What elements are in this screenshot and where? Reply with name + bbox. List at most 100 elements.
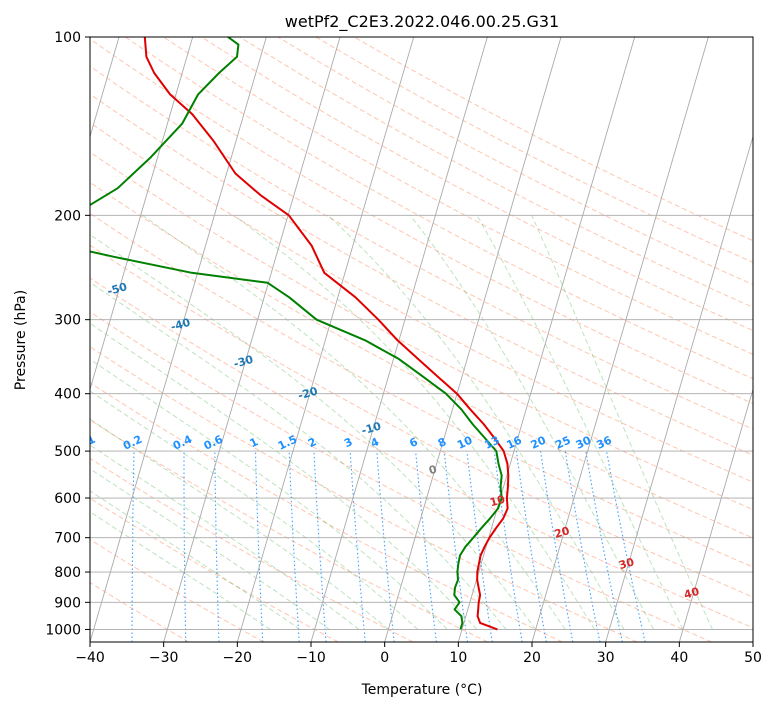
- moist-adiabat-line: [327, 214, 625, 630]
- isotherm-label: 10: [488, 493, 507, 510]
- y-tick-label: 1000: [45, 622, 81, 638]
- mixing-ratio-line: [605, 450, 646, 642]
- mixing-ratio-label: 1.5: [276, 433, 299, 453]
- y-axis-label: Pressure (hPa): [13, 290, 29, 390]
- x-tick-label: 10: [449, 650, 467, 666]
- x-tick-label: 0: [380, 650, 389, 666]
- moist-adiabat-line: [90, 490, 301, 630]
- isotherm-label: 20: [553, 524, 572, 541]
- x-tick-label: 20: [523, 650, 541, 666]
- mixing-ratio-label: 10: [455, 433, 475, 451]
- dry-adiabat-line: [90, 93, 753, 456]
- mixing-ratio-label: 6: [407, 435, 420, 450]
- mixing-ratio-line: [585, 451, 623, 642]
- dry-adiabat-line: [90, 457, 414, 642]
- mixing-ratio-label: 8: [436, 435, 448, 450]
- moist-adiabat-line: [90, 418, 389, 630]
- y-tick-label: 300: [54, 313, 81, 329]
- mixing-ratio-label: 0.4: [171, 433, 194, 453]
- moist-adiabat-line: [90, 233, 537, 630]
- y-tick-label: 600: [54, 491, 81, 507]
- plot-area: -100-90-80-70-60-50-40-30-20-10010203040…: [0, 37, 753, 642]
- dry-adiabat-line: [90, 382, 563, 642]
- mixing-ratio-label: 4: [369, 435, 382, 450]
- dry-adiabat-line: [90, 311, 712, 642]
- mixing-ratio-line: [288, 451, 300, 642]
- mixing-ratio-label: 30: [574, 433, 594, 451]
- isotherm-line: [384, 37, 562, 642]
- dry-adiabat-line: [125, 37, 753, 380]
- moist-adiabat-line: [233, 214, 596, 630]
- dry-adiabat-line: [90, 277, 753, 629]
- y-tick-label: 500: [54, 444, 81, 460]
- dry-adiabat-line: [90, 65, 753, 430]
- mixing-ratio-label: 1: [248, 435, 260, 450]
- isotherm-label: -40: [169, 316, 192, 334]
- isotherm-label: -60: [44, 241, 67, 259]
- mixing-ratio-line: [82, 451, 87, 642]
- dry-adiabat-line: [90, 346, 638, 642]
- dewpoint-profile-line: [90, 37, 503, 630]
- temperature-profile-line: [143, 37, 510, 631]
- mixing-ratio-label: 13: [482, 434, 501, 452]
- chart-title: wetPf2_C2E3.2022.046.00.25.G31: [285, 12, 559, 32]
- mixing-ratio-line: [214, 451, 220, 642]
- dry-adiabat-line: [90, 538, 264, 642]
- isotherm-line: [457, 37, 636, 642]
- isotherm-label: -10: [360, 419, 383, 437]
- mixing-ratio-line: [540, 451, 574, 642]
- x-tick-label: −20: [223, 650, 253, 666]
- isotherm-line: [605, 134, 753, 642]
- mixing-ratio-line: [254, 451, 264, 642]
- mixing-ratio-line: [493, 451, 523, 642]
- isotherm-line: [163, 37, 341, 642]
- moist-adiabat-line: [90, 511, 271, 630]
- x-tick-label: −10: [296, 650, 326, 666]
- mixing-ratio-line: [349, 451, 366, 642]
- mixing-ratio-label: 3: [342, 435, 354, 450]
- x-tick-label: −40: [75, 650, 105, 666]
- y-tick-label: 700: [54, 531, 81, 547]
- moist-adiabat-line: [142, 214, 566, 630]
- mixing-ratio-line: [415, 451, 437, 642]
- isotherm-line: [90, 37, 194, 391]
- mixing-ratio-label: 0.1: [74, 433, 97, 453]
- mixing-ratio-label: 25: [553, 434, 572, 452]
- isotherm-line: [531, 37, 709, 642]
- dry-adiabat-line: [353, 37, 753, 242]
- isotherm-label: -20: [296, 384, 319, 402]
- dry-adiabat-line: [201, 37, 753, 332]
- isotherm-label: 30: [617, 555, 636, 572]
- isotherm-line: [310, 37, 488, 642]
- isotherm-line: [678, 387, 753, 642]
- moist-adiabat-line: [90, 322, 478, 630]
- dry-adiabat-line: [90, 497, 339, 642]
- isotherm-label: -70: [0, 196, 6, 214]
- mixing-ratio-line: [564, 451, 601, 642]
- isotherm-line: [90, 37, 267, 642]
- y-tick-label: 100: [54, 30, 81, 46]
- mixing-ratio-line: [183, 451, 187, 642]
- dry-adiabat-line: [90, 122, 753, 483]
- x-axis-label: Temperature (°C): [361, 682, 483, 698]
- x-tick-label: 30: [597, 650, 615, 666]
- dry-adiabat-line: [90, 181, 753, 539]
- moist-adiabat-line: [531, 215, 713, 630]
- dry-adiabat-line: [90, 419, 488, 642]
- moist-adiabat-line: [90, 468, 330, 630]
- isotherm-label: 0: [427, 463, 438, 478]
- dry-adiabat-line: [239, 37, 753, 308]
- mixing-ratio-label: 0.2: [121, 433, 144, 453]
- mixing-ratio-line: [443, 451, 469, 642]
- y-tick-label: 200: [54, 208, 81, 224]
- isotherm-line: [752, 640, 753, 642]
- moist-adiabat-line: [476, 215, 684, 630]
- mixing-ratio-label: 36: [594, 433, 614, 451]
- dry-adiabat-line: [90, 38, 753, 405]
- plot-frame: [89, 36, 754, 643]
- isotherm-label: 40: [682, 585, 701, 602]
- mixing-ratio-label: 0.6: [202, 433, 225, 453]
- dry-adiabat-line: [90, 581, 190, 642]
